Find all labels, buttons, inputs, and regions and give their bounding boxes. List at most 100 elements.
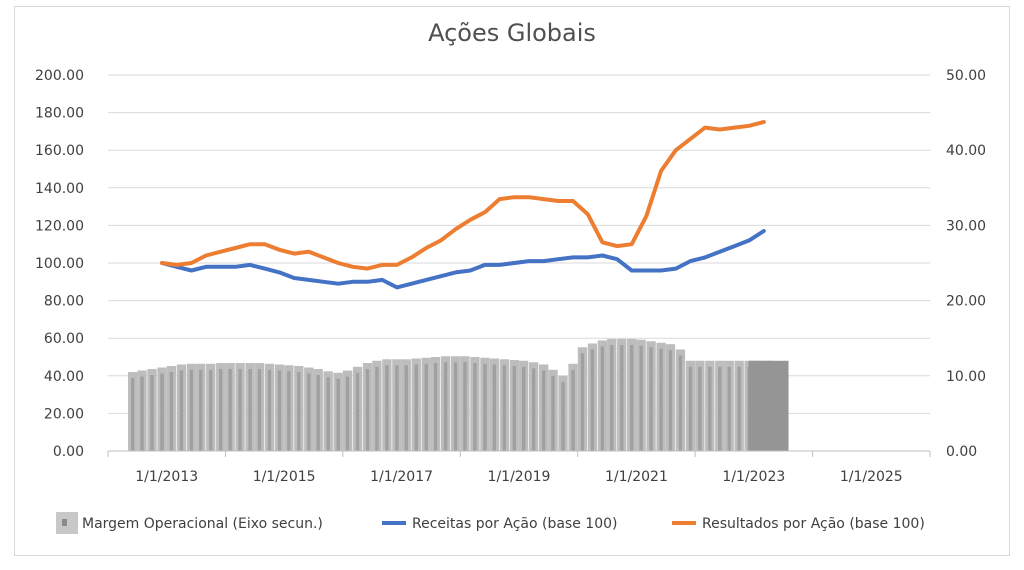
bar-stripe bbox=[433, 363, 438, 451]
bar-stripe bbox=[541, 370, 546, 451]
bar-stripe bbox=[228, 369, 232, 451]
grid-lines bbox=[108, 74, 930, 414]
x-tick-label: 1/1/2019 bbox=[488, 469, 551, 485]
x-tick-label: 1/1/2023 bbox=[722, 469, 785, 485]
bar-stripe bbox=[698, 366, 702, 451]
y-left-tick-label: 120.00 bbox=[35, 218, 84, 234]
bar-stripe bbox=[649, 347, 653, 451]
bar-stripe bbox=[395, 365, 399, 451]
bar-stripe bbox=[678, 355, 683, 451]
bar-stripe bbox=[336, 378, 340, 451]
bar-stripe bbox=[571, 369, 575, 451]
bar-stripe bbox=[345, 376, 350, 451]
bar-stripe bbox=[463, 362, 467, 451]
x-tick-label: 1/1/2013 bbox=[135, 469, 198, 485]
bar-stripe bbox=[551, 375, 555, 451]
bar-stripe bbox=[512, 366, 516, 451]
bar-stripe bbox=[737, 366, 741, 451]
bar-stripe bbox=[453, 362, 458, 451]
bar-stripe bbox=[688, 366, 693, 451]
bar-stripe bbox=[189, 369, 194, 451]
legend-label: Receitas por Ação (base 100) bbox=[412, 516, 617, 532]
bar-stripe bbox=[522, 366, 526, 451]
x-tick-label: 1/1/2021 bbox=[605, 469, 668, 485]
y-right-tick-label: 40.00 bbox=[946, 143, 986, 159]
bar-stripe bbox=[297, 372, 301, 451]
bar-stripe bbox=[316, 375, 320, 451]
bar-stripe bbox=[668, 350, 673, 451]
y-left-tick-label: 60.00 bbox=[44, 331, 84, 347]
bar-stripe bbox=[209, 369, 213, 451]
bar-stripe bbox=[727, 366, 731, 451]
y-right-tick-label: 0.00 bbox=[946, 444, 977, 460]
bar-stripe bbox=[600, 346, 605, 451]
bar-stripe bbox=[580, 353, 585, 451]
bar-stripe bbox=[169, 372, 174, 451]
x-tick-label: 1/1/2015 bbox=[253, 469, 316, 485]
line-series bbox=[160, 120, 766, 290]
chart-frame bbox=[14, 6, 1010, 556]
y-left-tick-label: 20.00 bbox=[44, 406, 84, 422]
bar-stripe bbox=[267, 369, 272, 451]
bar-stripe bbox=[326, 377, 330, 451]
bar-stripe bbox=[414, 364, 418, 451]
bar-latest bbox=[748, 360, 789, 451]
bar-stripe bbox=[620, 344, 624, 451]
bar-stripe bbox=[639, 345, 643, 451]
y-left-tick-label: 0.00 bbox=[53, 444, 84, 460]
bar-stripe bbox=[287, 371, 291, 451]
bar-stripe bbox=[659, 348, 663, 451]
x-tick-label: 1/1/2025 bbox=[840, 469, 903, 485]
bar-stripe bbox=[219, 369, 223, 451]
y-left-tick-label: 180.00 bbox=[35, 106, 84, 122]
bar-stripe bbox=[248, 369, 252, 451]
bar-stripe bbox=[160, 373, 164, 451]
x-tick-label: 1/1/2017 bbox=[370, 469, 433, 485]
bar-stripe bbox=[140, 376, 144, 451]
bar-stripe bbox=[307, 373, 311, 451]
y-left-tick-label: 100.00 bbox=[35, 256, 84, 272]
bar-stripe bbox=[277, 370, 282, 451]
bar-stripe bbox=[179, 370, 184, 451]
chart-title: Ações Globais bbox=[428, 19, 596, 47]
bar-stripe bbox=[130, 378, 135, 451]
y-right-tick-label: 30.00 bbox=[946, 218, 986, 234]
legend-swatch-inner bbox=[62, 519, 67, 526]
bar-stripe bbox=[718, 366, 722, 451]
bar-stripe bbox=[150, 375, 154, 451]
bar-stripe bbox=[424, 363, 428, 451]
bar-stripe bbox=[610, 344, 614, 451]
bar-series-margem bbox=[128, 338, 789, 451]
bar-stripe bbox=[532, 368, 536, 451]
y-right-tick-label: 20.00 bbox=[946, 294, 986, 310]
bar-stripe bbox=[199, 369, 203, 451]
axes: 0.00 20.00 40.00 60.00 80.00 100.00 120.00 140.… bbox=[35, 68, 986, 485]
bar-stripe bbox=[355, 372, 360, 451]
legend-label: Margem Operacional (Eixo secun.) bbox=[82, 516, 323, 532]
bar-stripe bbox=[483, 363, 487, 451]
bar-stripe bbox=[561, 381, 565, 451]
bar-stripe bbox=[708, 366, 712, 451]
bar-stripe bbox=[375, 366, 379, 451]
bar-stripe bbox=[630, 344, 634, 451]
y-left-tick-label: 200.00 bbox=[35, 68, 84, 84]
y-left-tick-label: 140.00 bbox=[35, 181, 84, 197]
bar-stripe bbox=[473, 363, 477, 451]
y-left-tick-label: 40.00 bbox=[44, 369, 84, 385]
bar-stripe bbox=[238, 369, 242, 451]
y-right-tick-label: 50.00 bbox=[946, 68, 986, 84]
y-right-tick-label: 10.00 bbox=[946, 369, 986, 385]
bar-stripe bbox=[590, 349, 595, 451]
legend-label: Resultados por Ação (base 100) bbox=[702, 516, 925, 532]
series-line bbox=[160, 120, 766, 271]
bar-stripe bbox=[502, 365, 506, 451]
series-line bbox=[160, 229, 766, 290]
bar-stripe bbox=[404, 365, 408, 451]
bar-stripe bbox=[257, 369, 262, 451]
bar-stripe bbox=[365, 369, 370, 451]
bar-stripe bbox=[385, 365, 389, 451]
bar-stripe bbox=[443, 362, 448, 451]
legend: Margem Operacional (Eixo secun.) Receitas… bbox=[56, 512, 925, 534]
bar-stripe bbox=[492, 364, 497, 451]
